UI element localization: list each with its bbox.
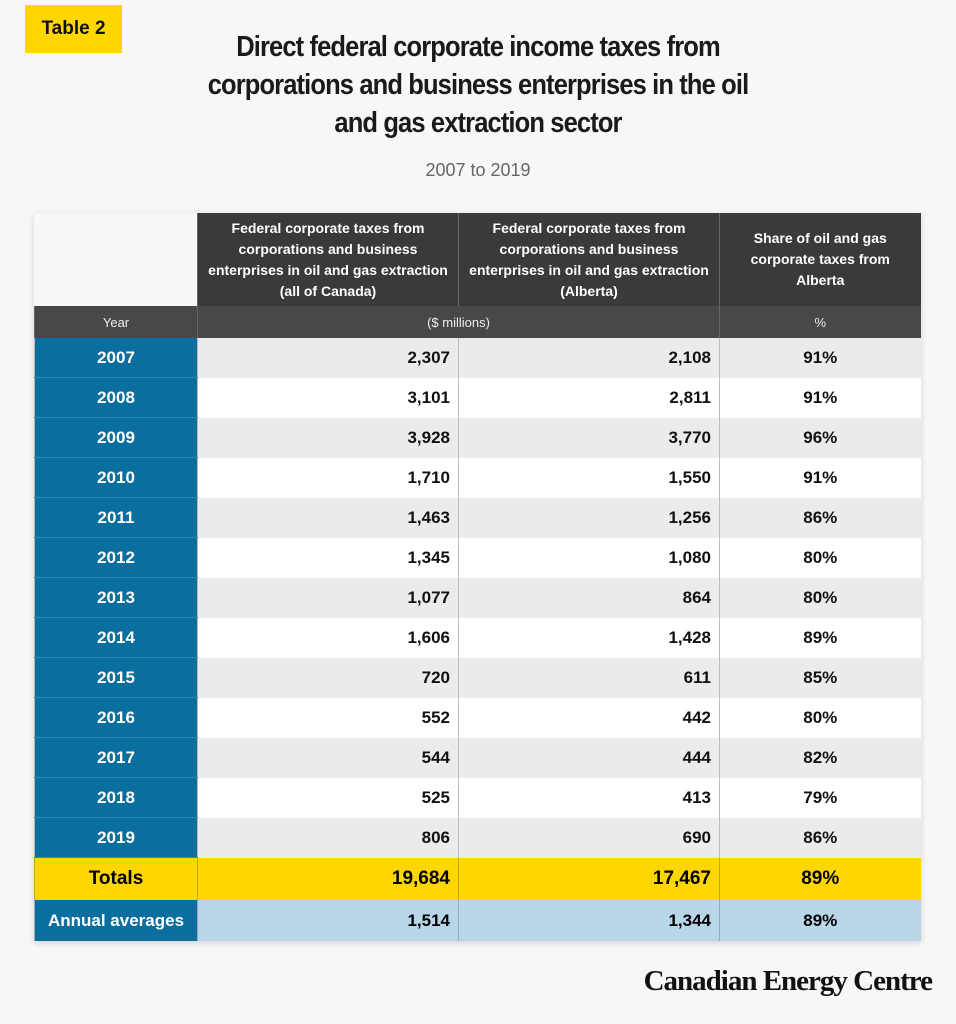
alberta-cell: 17,467 <box>458 857 720 900</box>
share-cell: 96% <box>719 417 921 458</box>
alberta-cell: 2,811 <box>458 377 720 418</box>
alberta-cell: 3,770 <box>458 417 720 458</box>
year-header: Year <box>34 306 198 338</box>
units-money: ($ millions) <box>197 306 720 338</box>
share-cell: 91% <box>719 377 921 418</box>
canada-cell: 552 <box>197 697 459 738</box>
canada-cell: 1,463 <box>197 497 459 538</box>
totals-row: Totals 19,684 17,467 89% <box>34 857 921 900</box>
subtitle: 2007 to 2019 <box>425 160 531 180</box>
table-row: 2010 1,710 1,550 91% <box>34 457 921 498</box>
year-cell: Totals <box>34 857 198 900</box>
share-cell: 86% <box>719 497 921 538</box>
share-cell: 79% <box>719 777 921 818</box>
alberta-cell: 1,550 <box>458 457 720 498</box>
averages-row: Annual averages 1,514 1,344 89% <box>34 900 921 941</box>
year-cell: 2012 <box>34 537 198 578</box>
share-cell: 89% <box>719 857 921 900</box>
year-cell: 2014 <box>34 617 198 658</box>
year-cell: 2019 <box>34 817 198 858</box>
data-table: Federal corporate taxes from corporation… <box>34 213 921 941</box>
table-row: 2017 544 444 82% <box>34 737 921 778</box>
table-row: 2007 2,307 2,108 91% <box>34 338 921 378</box>
column-header-canada: Federal corporate taxes from corporation… <box>197 213 459 306</box>
canada-cell: 544 <box>197 737 459 778</box>
table-row: 2009 3,928 3,770 96% <box>34 417 921 458</box>
share-cell: 80% <box>719 697 921 738</box>
table-row: 2008 3,101 2,811 91% <box>34 377 921 418</box>
alberta-cell: 1,256 <box>458 497 720 538</box>
canada-cell: 19,684 <box>197 857 459 900</box>
alberta-cell: 2,108 <box>458 338 720 378</box>
alberta-cell: 442 <box>458 697 720 738</box>
share-cell: 86% <box>719 817 921 858</box>
alberta-cell: 413 <box>458 777 720 818</box>
year-cell: 2017 <box>34 737 198 778</box>
table-row: 2014 1,606 1,428 89% <box>34 617 921 658</box>
year-cell: 2009 <box>34 417 198 458</box>
share-cell: 89% <box>719 900 921 941</box>
alberta-cell: 1,080 <box>458 537 720 578</box>
canada-cell: 1,514 <box>197 900 459 941</box>
canada-cell: 1,077 <box>197 577 459 618</box>
share-cell: 80% <box>719 577 921 618</box>
canada-cell: 2,307 <box>197 338 459 378</box>
table-row: 2015 720 611 85% <box>34 657 921 698</box>
year-cell: 2010 <box>34 457 198 498</box>
share-cell: 91% <box>719 338 921 378</box>
alberta-cell: 1,428 <box>458 617 720 658</box>
table-row: 2016 552 442 80% <box>34 697 921 738</box>
share-cell: 80% <box>719 537 921 578</box>
share-cell: 91% <box>719 457 921 498</box>
canada-cell: 1,710 <box>197 457 459 498</box>
share-cell: 85% <box>719 657 921 698</box>
alberta-cell: 864 <box>458 577 720 618</box>
year-cell: 2011 <box>34 497 198 538</box>
share-cell: 82% <box>719 737 921 778</box>
empty-corner <box>35 213 198 306</box>
year-cell: 2007 <box>34 338 198 378</box>
table-row: 2012 1,345 1,080 80% <box>34 537 921 578</box>
canada-cell: 525 <box>197 777 459 818</box>
canada-cell: 1,345 <box>197 537 459 578</box>
year-cell: 2018 <box>34 777 198 818</box>
table-row: 2019 806 690 86% <box>34 817 921 858</box>
alberta-cell: 1,344 <box>458 900 720 941</box>
year-cell: Annual averages <box>34 900 198 941</box>
table-row: 2018 525 413 79% <box>34 777 921 818</box>
year-cell: 2013 <box>34 577 198 618</box>
canada-cell: 806 <box>197 817 459 858</box>
canadian-energy-centre-logo: Canadian Energy Centre <box>643 965 933 997</box>
canada-cell: 3,928 <box>197 417 459 458</box>
canada-cell: 1,606 <box>197 617 459 658</box>
share-cell: 89% <box>719 617 921 658</box>
table-badge: Table 2 <box>25 5 122 53</box>
alberta-cell: 611 <box>458 657 720 698</box>
units-pct: % <box>719 306 921 338</box>
alberta-cell: 690 <box>458 817 720 858</box>
page-title: Direct federal corporate income taxes fr… <box>207 31 749 139</box>
year-cell: 2016 <box>34 697 198 738</box>
year-cell: 2008 <box>34 377 198 418</box>
column-header-share: Share of oil and gas corporate taxes fro… <box>719 213 921 306</box>
year-cell: 2015 <box>34 657 198 698</box>
table-row: 2013 1,077 864 80% <box>34 577 921 618</box>
column-header-alberta: Federal corporate taxes from corporation… <box>458 213 720 306</box>
canada-cell: 720 <box>197 657 459 698</box>
alberta-cell: 444 <box>458 737 720 778</box>
canada-cell: 3,101 <box>197 377 459 418</box>
table-row: 2011 1,463 1,256 86% <box>34 497 921 538</box>
